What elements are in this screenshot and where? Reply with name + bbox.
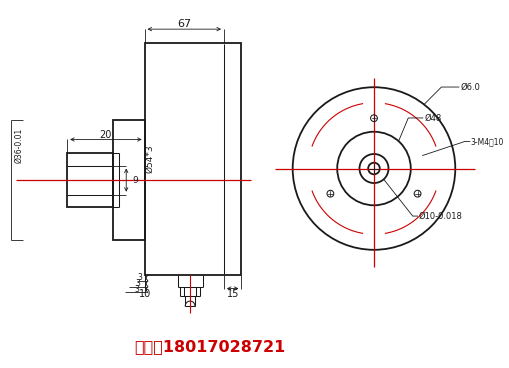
Bar [67, 153, 112, 207]
Text: 9: 9 [132, 176, 138, 185]
Text: 手机：18017028721: 手机：18017028721 [134, 339, 285, 354]
Text: 20: 20 [100, 130, 112, 139]
Bar [112, 120, 145, 240]
Text: Ø48: Ø48 [425, 113, 442, 123]
Text: 67: 67 [177, 19, 191, 29]
Text: Ø54*3: Ø54*3 [145, 145, 154, 173]
Text: 15: 15 [227, 289, 239, 299]
Text: Ø6.0: Ø6.0 [461, 82, 480, 92]
Text: 3: 3 [136, 279, 141, 288]
Text: 3: 3 [134, 285, 139, 294]
Text: 3: 3 [138, 273, 143, 282]
Text: Ø36-0.01: Ø36-0.01 [14, 128, 23, 163]
Bar [145, 43, 241, 275]
Text: Ø10-0.018: Ø10-0.018 [418, 212, 462, 220]
Text: 10: 10 [138, 289, 151, 299]
Text: 3-M4深10: 3-M4深10 [471, 137, 504, 146]
